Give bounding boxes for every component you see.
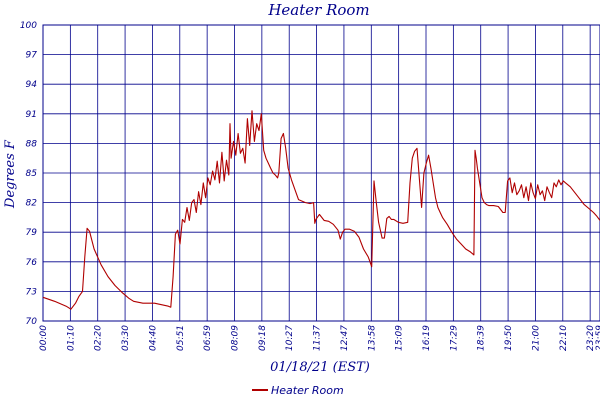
- x-tick-label: 15:09: [395, 325, 405, 351]
- y-tick-label: 94: [26, 80, 38, 90]
- grid: [43, 24, 600, 322]
- x-axis-ticks: 00:00 01:10 02:20 03:30 04:40 05:51 06:59 08:09…: [39, 325, 600, 351]
- x-tick-label: 10:27: [285, 325, 295, 351]
- legend: Heater Room: [252, 384, 344, 397]
- x-tick-label: 16:19: [422, 325, 432, 351]
- y-tick-label: 100: [20, 21, 37, 31]
- y-tick-label: 82: [26, 199, 38, 209]
- x-tick-label: 04:40: [148, 325, 158, 351]
- x-tick-label: 01:10: [66, 325, 76, 351]
- y-tick-label: 73: [26, 287, 38, 297]
- x-tick-label: 12:47: [340, 325, 350, 351]
- x-axis-title: 01/18/21 (EST): [270, 360, 370, 375]
- y-tick-label: 76: [26, 258, 38, 268]
- y-axis-ticks: 70 73 76 79 82 85 88 91 94 97 100: [20, 21, 37, 327]
- legend-label-heater-room: Heater Room: [271, 384, 344, 397]
- x-tick-label: 09:18: [258, 325, 268, 351]
- x-tick-label: 22:10: [559, 325, 569, 351]
- y-tick-label: 88: [26, 139, 38, 149]
- x-tick-label: 18:39: [477, 325, 487, 351]
- y-tick-label: 85: [26, 169, 38, 179]
- y-tick-label: 91: [26, 110, 37, 120]
- x-tick-label: 05:51: [176, 325, 186, 351]
- x-tick-label: 17:29: [449, 325, 459, 351]
- x-tick-label: 19:50: [504, 325, 514, 351]
- x-tick-label: 21:00: [531, 325, 541, 351]
- series-line-heater-room: [42, 110, 600, 310]
- x-tick-label: 02:20: [94, 325, 104, 351]
- y-tick-label: 97: [26, 51, 38, 61]
- y-tick-label: 79: [26, 228, 38, 238]
- x-tick-label: 03:30: [121, 325, 131, 351]
- x-tick-label: 23:20: [586, 325, 596, 351]
- chart-title: Heater Room: [267, 1, 369, 19]
- x-tick-label: 11:37: [313, 325, 323, 351]
- x-tick-label: 06:59: [203, 325, 213, 351]
- x-tick-label: 00:00: [39, 325, 49, 351]
- y-tick-label: 70: [26, 317, 38, 327]
- plot-frame: [42, 24, 600, 322]
- x-tick-label: 13:58: [367, 325, 377, 351]
- x-tick-label: 23:59: [595, 325, 600, 351]
- x-tick-label: 08:09: [231, 325, 241, 351]
- y-axis-title: Degrees F: [3, 139, 18, 209]
